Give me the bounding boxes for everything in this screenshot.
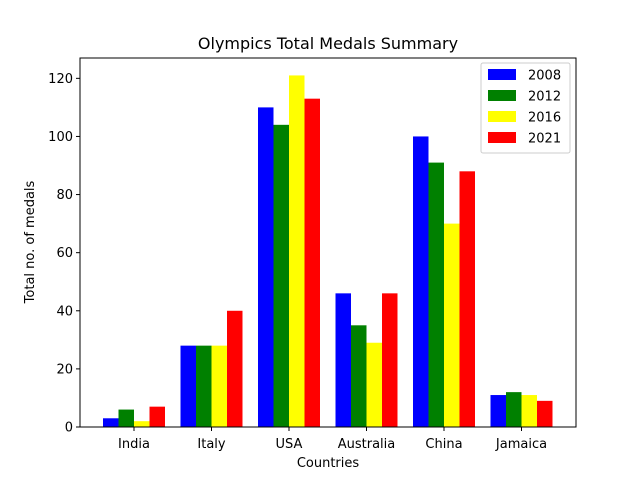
bar-2021-usa	[304, 98, 320, 428]
bar-2008-jamaica	[490, 395, 506, 427]
bar-2008-china	[413, 136, 429, 427]
legend-swatch-2021	[488, 132, 516, 143]
bar-2012-australia	[351, 325, 367, 427]
y-tick-label: 80	[56, 188, 73, 203]
bar-2021-italy	[227, 310, 243, 427]
bar-2008-india	[103, 418, 119, 427]
x-tick-label: USA	[276, 437, 303, 452]
legend-label-2008: 2008	[528, 69, 561, 84]
y-tick-label: 0	[65, 421, 73, 436]
bar-2012-india	[118, 409, 134, 427]
bar-2021-china	[459, 171, 475, 427]
y-tick-label: 40	[56, 304, 73, 319]
bar-2012-usa	[273, 124, 289, 427]
y-tick-label: 20	[56, 362, 73, 377]
y-tick-label: 120	[48, 72, 73, 87]
x-tick-label: China	[425, 437, 462, 452]
x-tick-label: India	[118, 437, 150, 452]
y-tick-label: 100	[48, 130, 73, 145]
bar-2008-usa	[258, 107, 274, 427]
legend-label-2016: 2016	[528, 111, 561, 126]
y-tick-label: 60	[56, 246, 73, 261]
legend-swatch-2008	[488, 69, 516, 80]
legend: 2008 2012 2016 2021	[480, 62, 571, 154]
x-tick-label: Italy	[197, 437, 226, 452]
bar-2008-italy	[180, 345, 196, 427]
bar-2016-jamaica	[521, 395, 537, 427]
y-axis: 0 20 40 60 80 100 120	[48, 72, 80, 436]
x-tick-label: Jamaica	[495, 437, 547, 452]
legend-box	[480, 62, 571, 154]
bar-2021-jamaica	[537, 400, 553, 427]
legend-label-2012: 2012	[528, 90, 561, 105]
plot-frame	[79, 57, 577, 428]
legend-swatch-2012	[488, 90, 516, 101]
bar-2012-china	[428, 162, 444, 427]
legend-label-2021: 2021	[528, 132, 561, 147]
chart-title: Olympics Total Medals Summary	[198, 34, 458, 53]
bar-2016-australia	[366, 342, 382, 427]
legend-swatch-2016	[488, 111, 516, 122]
bar-2016-italy	[211, 345, 227, 427]
x-tick-label: Australia	[338, 437, 396, 452]
x-axis-title: Countries	[297, 456, 360, 471]
bar-2008-australia	[335, 293, 351, 427]
bars-group	[103, 75, 553, 428]
bar-2016-india	[134, 421, 150, 427]
x-axis: India Italy USA Australia China Jamaica	[118, 427, 547, 452]
bar-2016-china	[444, 223, 460, 427]
y-axis-title: Total no. of medals	[23, 180, 38, 304]
bar-2021-australia	[382, 293, 398, 427]
bar-2012-italy	[196, 345, 212, 427]
bar-2012-jamaica	[506, 392, 522, 427]
bar-2021-india	[149, 406, 165, 427]
bar-2016-usa	[289, 75, 305, 427]
